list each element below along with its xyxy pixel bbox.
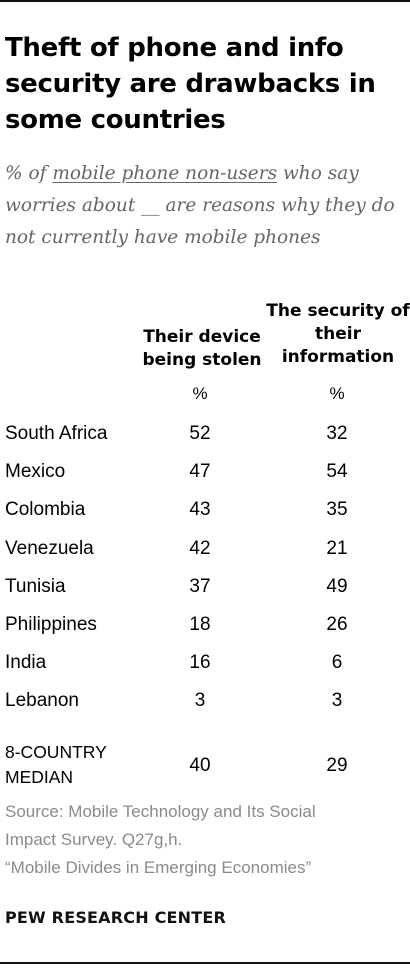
unit-label-info-security: % (329, 384, 345, 403)
row-label: Lebanon (5, 690, 79, 711)
median-value-info-security: 29 (326, 755, 348, 776)
row-label: Colombia (5, 499, 86, 520)
brand-logo-text: PEW RESEARCH CENTER (5, 908, 227, 927)
table-row: Lebanon 3 3 (0, 689, 410, 727)
subtitle-prefix: % of (5, 163, 53, 184)
table-row: Mexico 47 54 (0, 460, 410, 498)
value-info-security: 6 (331, 652, 343, 673)
value-info-security: 35 (326, 499, 348, 520)
table-row: Philippines 18 26 (0, 613, 410, 651)
value-info-security: 21 (326, 538, 348, 559)
top-rule (0, 0, 410, 2)
value-info-security: 26 (326, 614, 348, 635)
subtitle-underlined-term: mobile phone non-users (52, 163, 278, 184)
row-label: Philippines (5, 614, 97, 635)
source-line-3: “Mobile Divides in Emerging Economies” (5, 858, 312, 877)
bottom-rule (0, 962, 410, 964)
value-info-security: 3 (331, 690, 343, 711)
value-device-stolen: 52 (189, 423, 211, 444)
median-row: 8-COUNTRY MEDIAN 40 29 (0, 742, 410, 792)
table-row: Tunisia 37 49 (0, 575, 410, 613)
table-row: Venezuela 42 21 (0, 537, 410, 575)
value-device-stolen: 47 (189, 461, 211, 482)
value-device-stolen: 18 (189, 614, 211, 635)
row-label: South Africa (5, 423, 108, 444)
source-line-2: Impact Survey. Q27g,h. (5, 830, 183, 849)
value-device-stolen: 37 (189, 576, 211, 597)
median-value-device-stolen: 40 (189, 755, 211, 776)
column-header-device-stolen: Their device being stolen (142, 327, 262, 370)
unit-label-device-stolen: % (192, 384, 208, 403)
chart-title: Theft of phone and info security are dra… (5, 33, 376, 135)
value-info-security: 49 (326, 576, 348, 597)
row-label: India (5, 652, 47, 673)
table-row: South Africa 52 32 (0, 422, 410, 460)
row-label: Tunisia (5, 576, 66, 597)
value-device-stolen: 42 (189, 538, 211, 559)
subtitle-suffix: who say worries about __ are reasons why… (5, 163, 395, 248)
row-label: Mexico (5, 461, 66, 482)
value-info-security: 32 (326, 423, 348, 444)
value-device-stolen: 43 (189, 499, 211, 520)
source-note: Source: Mobile Technology and Its Social… (5, 798, 405, 882)
table-row: India 16 6 (0, 651, 410, 689)
table-row: Colombia 43 35 (0, 498, 410, 536)
chart-subtitle: % of mobile phone non-users who say worr… (5, 158, 405, 254)
source-line-1: Source: Mobile Technology and Its Social (5, 802, 316, 821)
value-device-stolen: 16 (189, 652, 211, 673)
row-label: Venezuela (5, 538, 94, 559)
column-header-info-security: The security of their information (266, 301, 410, 367)
median-label: 8-COUNTRY MEDIAN (5, 742, 107, 787)
value-info-security: 54 (326, 461, 348, 482)
value-device-stolen: 3 (194, 690, 206, 711)
